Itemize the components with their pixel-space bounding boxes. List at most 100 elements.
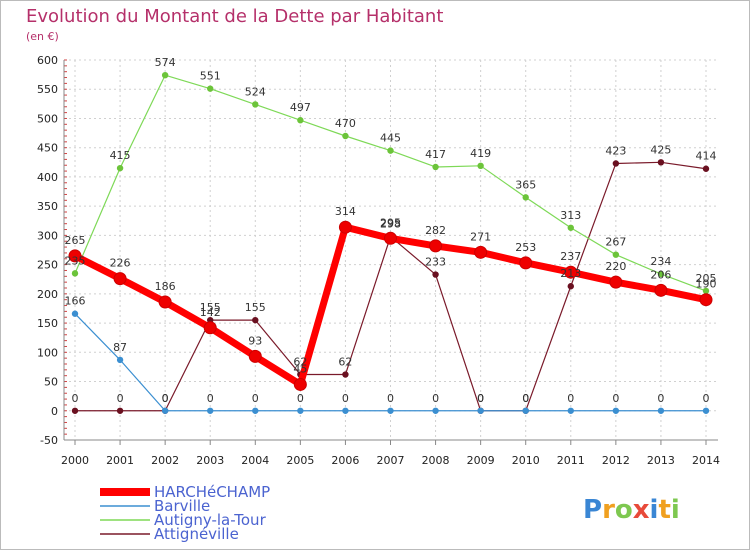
data-point [71, 310, 79, 317]
data-point [203, 321, 217, 335]
data-label: 0 [657, 392, 664, 405]
x-tick-label: 2010 [512, 454, 540, 467]
legend-label: Barville [154, 497, 210, 515]
x-tick-label: 2001 [106, 454, 134, 467]
series-layer: 0 0 0 155 155 62 62 298 233 0 0 213 423 425 414 235 415 5… [65, 56, 717, 414]
data-label: 0 [477, 392, 484, 405]
y-tick-label: 250 [37, 259, 58, 272]
data-label: 155 [245, 301, 266, 314]
data-label: 365 [515, 178, 536, 191]
x-tick-label: 2002 [151, 454, 179, 467]
data-label: 417 [425, 148, 446, 161]
data-point [522, 407, 529, 414]
chart-title: Evolution du Montant de la Dette par Hab… [26, 6, 443, 27]
data-point [612, 251, 620, 258]
data-point [207, 407, 214, 414]
proxiti-logo: Proxiti [583, 495, 680, 525]
data-point [116, 164, 124, 172]
legend: HARCHéCHAMPBarvilleAutigny-la-TourAttign… [100, 483, 270, 543]
data-point [699, 293, 713, 307]
data-label: 415 [110, 149, 131, 162]
legend-item: HARCHéCHAMP [100, 483, 270, 501]
data-point [342, 371, 349, 378]
series-2 [71, 72, 710, 295]
y-tick-label: 350 [37, 200, 58, 213]
y-tick-label: 500 [37, 112, 58, 125]
data-point [477, 162, 484, 170]
data-label: 45 [293, 362, 307, 375]
data-label: 205 [696, 272, 717, 285]
data-point [297, 117, 304, 124]
chart-subtitle: (en €) [26, 30, 59, 43]
y-tick-label: 100 [37, 346, 58, 359]
data-point [429, 239, 443, 253]
data-label: 0 [342, 392, 349, 405]
data-point [657, 407, 665, 414]
data-point [252, 407, 259, 414]
data-point [567, 224, 574, 231]
data-label: 265 [65, 234, 86, 247]
data-label: 213 [560, 267, 581, 280]
x-tick-label: 2007 [377, 454, 405, 467]
data-label: 186 [155, 280, 176, 293]
data-point [342, 132, 349, 140]
data-point [432, 163, 439, 171]
data-label: 0 [297, 392, 304, 405]
data-point [297, 407, 304, 414]
data-label: 574 [155, 56, 176, 69]
data-point [657, 159, 665, 166]
data-label: 425 [650, 143, 671, 156]
data-label: 226 [110, 257, 131, 270]
data-point [702, 287, 710, 295]
x-tick-label: 2008 [422, 454, 450, 467]
data-label: 220 [605, 260, 626, 273]
legend-item: Autigny-la-Tour [100, 511, 267, 529]
y-tick-label: 200 [37, 288, 58, 301]
data-label: 497 [290, 101, 311, 114]
data-label: 445 [380, 132, 401, 145]
data-point [384, 231, 397, 245]
y-tick-label: 150 [37, 317, 58, 330]
data-point [612, 160, 620, 167]
data-label: 234 [650, 255, 671, 268]
data-label: 206 [650, 268, 671, 281]
data-point [161, 407, 169, 414]
data-point [612, 407, 620, 414]
data-label: 414 [696, 150, 717, 163]
data-label: 253 [515, 241, 536, 254]
data-point [207, 85, 214, 92]
data-label: 0 [432, 392, 439, 405]
data-point [519, 256, 533, 270]
data-label: 0 [72, 392, 79, 405]
data-point [293, 377, 307, 391]
data-label: 470 [335, 117, 356, 130]
data-label: 0 [567, 392, 574, 405]
data-label: 62 [338, 356, 352, 369]
y-tick-label: 450 [37, 142, 58, 155]
data-point [702, 165, 710, 172]
data-point [567, 407, 574, 414]
data-point [68, 249, 82, 263]
x-tick-label: 2000 [61, 454, 89, 467]
data-label: 313 [560, 209, 581, 222]
series-1 [71, 310, 710, 414]
legend-item: Barville [100, 497, 210, 515]
data-label: 166 [65, 295, 86, 308]
y-tick-label: -50 [40, 434, 58, 447]
data-point [342, 407, 349, 414]
x-tick-label: 2011 [557, 454, 585, 467]
x-tick-label: 2014 [692, 454, 720, 467]
data-point [657, 270, 665, 278]
data-point [248, 349, 262, 363]
data-point [567, 283, 574, 290]
data-label: 0 [117, 392, 124, 405]
data-point [609, 275, 623, 289]
data-label: 0 [162, 392, 169, 405]
data-label: 282 [425, 224, 446, 237]
series-0 [68, 220, 713, 391]
y-tick-label: 50 [44, 376, 58, 389]
axes: -500501001502002503003504004505005506002… [37, 54, 720, 467]
legend-label: HARCHéCHAMP [154, 483, 270, 501]
data-label: 155 [200, 301, 221, 314]
data-label: 0 [703, 392, 710, 405]
